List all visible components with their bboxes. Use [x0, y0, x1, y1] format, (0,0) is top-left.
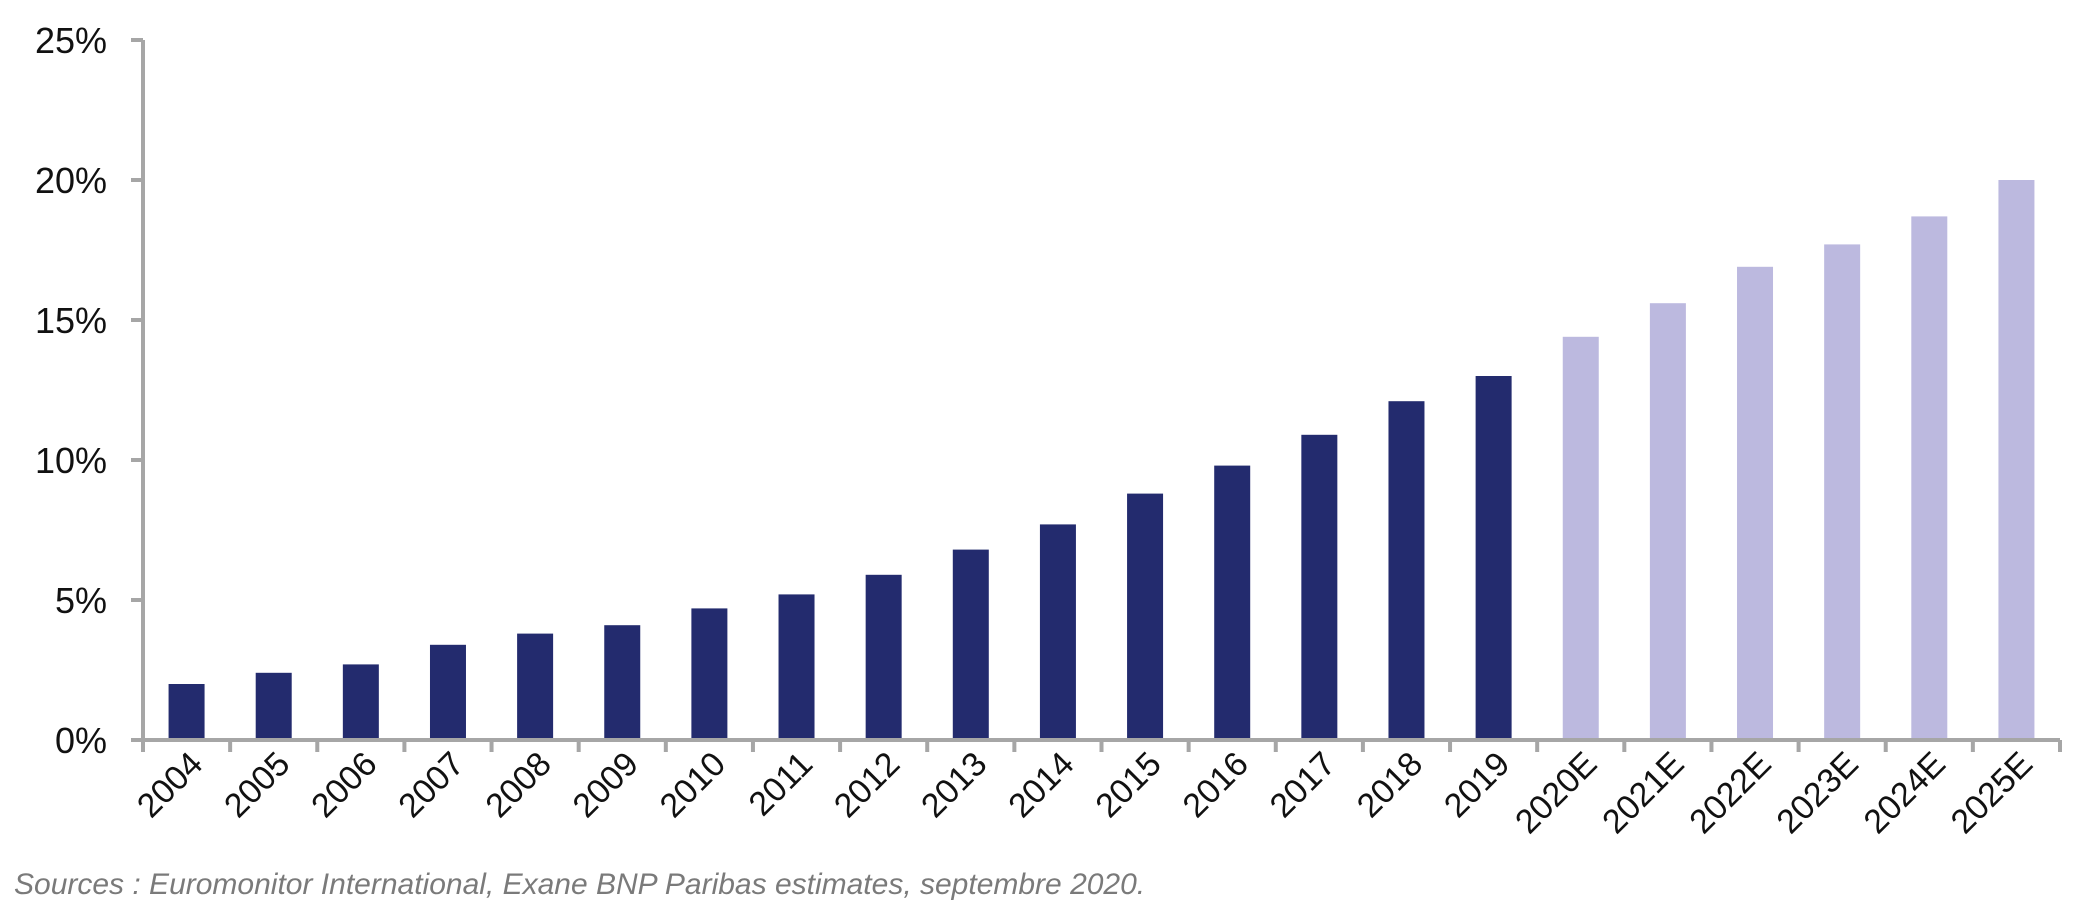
bars [168, 180, 2035, 740]
x-tick-label: 2019 [1437, 745, 1517, 825]
bar-2011 [778, 594, 815, 740]
x-tick-label: 2013 [914, 745, 994, 825]
y-tick-label: 20% [35, 160, 107, 201]
x-tick-label: 2025E [1944, 745, 2040, 841]
x-tick-label: 2005 [217, 745, 297, 825]
x-tick-label: 2020E [1508, 745, 1604, 841]
x-tick-label: 2009 [566, 745, 646, 825]
bar-2022E [1737, 266, 1774, 740]
bar-2009 [604, 625, 641, 740]
x-tick-label: 2004 [130, 745, 210, 825]
bar-2012 [865, 574, 902, 740]
bar-2025E [1998, 180, 2035, 740]
bar-2018 [1388, 401, 1425, 740]
x-tick-label: 2010 [653, 745, 733, 825]
y-tick-label: 5% [55, 580, 107, 621]
x-tick-label: 2018 [1350, 745, 1430, 825]
bar-2024E [1911, 216, 1948, 740]
x-tick-label: 2012 [827, 745, 907, 825]
x-tick-label: 2017 [1263, 745, 1343, 825]
bar-2010 [691, 608, 728, 740]
x-tick-label: 2011 [742, 745, 821, 824]
bar-2004 [168, 684, 205, 740]
y-tick-label: 25% [35, 20, 107, 61]
source-note: Sources : Euromonitor International, Exa… [14, 868, 1146, 901]
x-tick-label: 2024E [1857, 745, 1953, 841]
x-tick-label: 2014 [1001, 745, 1081, 825]
x-tick-label: 2023E [1769, 745, 1865, 841]
x-axis: 2004 2005 2006 2007 2008 2009 2010 2011 2012 2013… [130, 738, 2062, 841]
y-tick-label: 10% [35, 440, 107, 481]
bar-2005 [255, 672, 292, 740]
x-tick-label: 2008 [478, 745, 558, 825]
y-tick-label: 0% [55, 720, 107, 761]
x-tick-label: 2015 [1088, 745, 1168, 825]
x-tick-label: 2021E [1595, 745, 1691, 841]
bar-2023E [1824, 244, 1861, 740]
bar-2019 [1475, 376, 1512, 740]
x-tick-label: 2006 [304, 745, 384, 825]
bar-2015 [1127, 493, 1164, 740]
bar-2006 [342, 664, 379, 740]
bar-2014 [1039, 524, 1076, 740]
y-axis: 0% 5% 10% 15% 20% 25% [35, 20, 145, 761]
bar-2013 [952, 549, 989, 740]
y-tick-label: 15% [35, 300, 107, 341]
bar-2016 [1214, 465, 1251, 740]
x-tick-label: 2016 [1176, 745, 1256, 825]
bar-2008 [517, 633, 554, 740]
bar-2017 [1301, 434, 1338, 740]
x-tick-label: 2022E [1682, 745, 1778, 841]
bar-2007 [429, 644, 466, 740]
x-tick-label: 2007 [391, 745, 471, 825]
bar-2020E [1562, 336, 1599, 740]
bar-2021E [1649, 303, 1686, 740]
